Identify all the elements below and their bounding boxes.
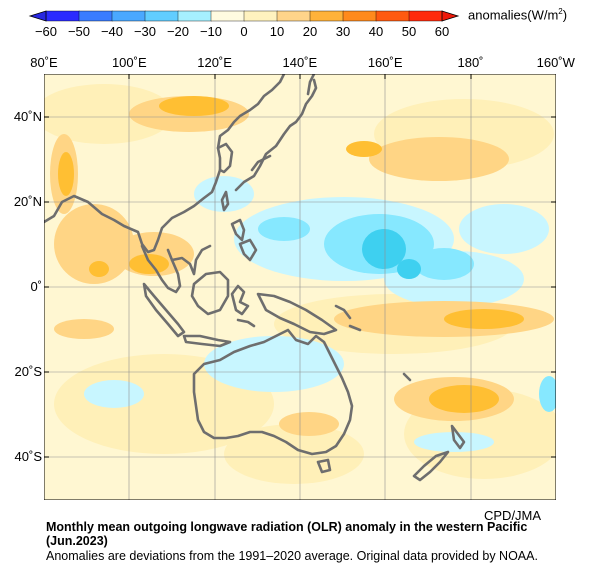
olr-anomaly-map (44, 74, 556, 500)
longitude-tick-label: 100˚E (111, 55, 147, 70)
colorbar-tick-label: 30 (335, 24, 351, 39)
map-tick-marks (44, 74, 556, 458)
colorbar-left-arrow (28, 10, 47, 22)
colorbar-segment (177, 10, 212, 22)
colorbar-segment (309, 10, 344, 22)
latitude-tick-label: 40˚S (14, 449, 42, 464)
colorbar-segment (45, 10, 80, 22)
colorbar-tick-label: −60 (34, 24, 58, 39)
longitude-tick-label: 140˚E (282, 55, 318, 70)
map-gridlines (44, 74, 556, 500)
strong-negative-anomaly-areas (362, 229, 421, 279)
colorbar-tick-label: 40 (368, 24, 384, 39)
credit-label: CPD/JMA (484, 508, 542, 523)
colorbar-tick-label: −10 (199, 24, 223, 39)
colorbar-right-arrow (441, 10, 460, 22)
latitude-tick-label: 20˚N (13, 194, 42, 209)
colorbar-segment (78, 10, 113, 22)
colorbar-tick-label: −40 (100, 24, 124, 39)
colorbar-segment (408, 10, 443, 22)
colorbar-segment (375, 10, 410, 22)
colorbar-segment (243, 10, 278, 22)
colorbar-tick-label: −50 (67, 24, 91, 39)
coastlines (44, 74, 466, 482)
colorbar-tick-label: 10 (269, 24, 285, 39)
latitude-tick-label: 20˚S (14, 364, 42, 379)
strong-positive-anomaly-areas (58, 96, 524, 413)
colorbar-tick-label: 60 (434, 24, 450, 39)
latitude-tick-label: 0˚ (30, 279, 42, 294)
colorbar-tick-label: 0 (240, 24, 248, 39)
longitude-tick-label: 120˚E (197, 55, 232, 70)
longitude-tick-label: 160˚E (367, 55, 403, 70)
colorbar-segment (342, 10, 377, 22)
caption-note: Anomalies are deviations from the 1991–2… (46, 549, 538, 563)
latitude-tick-label: 40˚N (13, 109, 42, 124)
colorbar-segment (210, 10, 245, 22)
colorbar-segment (111, 10, 146, 22)
colorbar-segment (144, 10, 179, 22)
colorbar-tick-label: −30 (133, 24, 157, 39)
colorbar-tick-label: 20 (302, 24, 318, 39)
caption-title: Monthly mean outgoing longwave radiation… (46, 520, 528, 548)
colorbar-segments (45, 10, 443, 22)
longitude-tick-label: 160˚W (536, 55, 575, 70)
colorbar-unit: anomalies(W/m2) (468, 7, 568, 23)
colorbar-segment (276, 10, 311, 22)
colorbar-tick-label: 50 (401, 24, 417, 39)
longitude-tick-label: 180˚ (457, 55, 484, 70)
longitude-tick-label: 80˚E (30, 55, 58, 70)
colorbar (28, 10, 460, 22)
colorbar-tick-label: −20 (166, 24, 190, 39)
